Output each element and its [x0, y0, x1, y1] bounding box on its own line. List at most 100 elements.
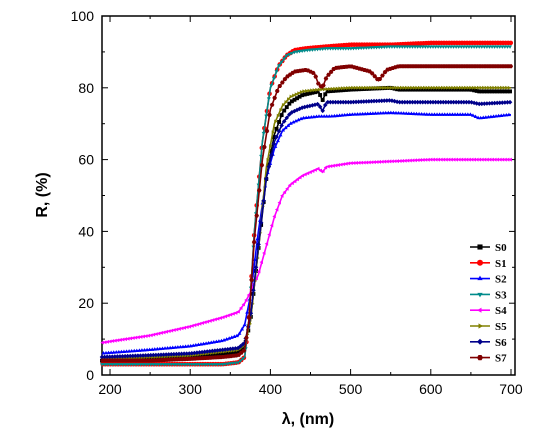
data-point — [487, 89, 492, 94]
data-point — [474, 85, 478, 90]
data-point — [313, 74, 319, 79]
y-tick-label: 100 — [71, 8, 95, 24]
data-point — [310, 103, 315, 108]
data-point — [166, 363, 171, 367]
data-point — [195, 322, 199, 327]
data-point — [415, 85, 419, 90]
data-point — [321, 168, 325, 173]
data-point — [487, 85, 491, 90]
data-point — [354, 160, 358, 165]
data-point — [187, 363, 192, 367]
data-point — [436, 157, 441, 162]
data-point — [336, 88, 341, 93]
data-point — [287, 97, 291, 102]
data-point — [321, 83, 326, 88]
data-point — [115, 363, 120, 367]
data-point — [462, 157, 466, 162]
data-point — [141, 363, 146, 367]
data-point — [112, 354, 118, 359]
data-point — [215, 352, 220, 356]
data-point — [480, 157, 484, 162]
data-point — [136, 335, 140, 340]
data-point — [364, 99, 369, 104]
data-point — [284, 54, 289, 58]
data-point — [277, 120, 282, 124]
data-point — [474, 88, 479, 93]
data-point — [335, 99, 341, 105]
data-point — [410, 158, 415, 163]
data-point — [326, 164, 330, 169]
data-point — [402, 99, 408, 105]
data-point — [443, 99, 449, 105]
data-point — [381, 98, 387, 103]
data-point — [425, 99, 431, 105]
data-point — [351, 47, 356, 51]
data-point — [413, 158, 417, 163]
data-point — [469, 157, 474, 162]
data-point — [336, 162, 340, 167]
data-point — [256, 242, 261, 247]
data-point — [419, 112, 424, 116]
data-point — [222, 347, 228, 352]
data-point — [506, 112, 511, 117]
data-point — [159, 330, 163, 335]
data-point — [502, 100, 508, 105]
data-point — [433, 99, 438, 105]
data-point — [161, 363, 166, 367]
data-point — [156, 331, 161, 336]
data-point — [385, 159, 389, 164]
data-point — [299, 90, 304, 95]
data-point — [145, 353, 151, 358]
data-point — [469, 45, 474, 49]
data-point — [245, 310, 250, 314]
data-point — [489, 85, 494, 90]
legend-marker — [478, 323, 483, 329]
data-point — [495, 89, 500, 94]
data-point — [277, 64, 282, 68]
series-S4 — [100, 157, 512, 345]
data-point — [369, 46, 374, 50]
data-point — [368, 111, 373, 115]
data-point — [405, 99, 410, 105]
data-point — [315, 166, 320, 171]
data-point — [505, 89, 510, 94]
data-point — [364, 160, 369, 165]
data-point — [363, 111, 368, 116]
data-point — [376, 111, 381, 115]
data-point — [295, 50, 300, 54]
data-point — [317, 87, 322, 92]
data-point — [458, 112, 463, 116]
data-point — [200, 321, 204, 326]
data-point — [277, 200, 281, 205]
data-point — [497, 85, 501, 90]
data-point — [269, 144, 273, 149]
data-point — [264, 128, 270, 133]
legend-item-S0: S0 — [470, 242, 507, 254]
data-point — [461, 85, 466, 90]
data-point — [194, 363, 199, 367]
data-point — [233, 346, 238, 351]
data-point — [374, 98, 379, 104]
data-point — [290, 181, 294, 186]
data-point — [401, 111, 406, 115]
data-point — [159, 363, 164, 367]
data-point — [366, 46, 371, 50]
data-point — [238, 359, 243, 363]
data-point — [441, 157, 446, 162]
data-point — [343, 99, 349, 105]
data-point — [461, 87, 466, 92]
data-point — [156, 363, 161, 367]
data-point — [459, 157, 464, 162]
data-point — [218, 315, 222, 320]
data-point — [388, 110, 393, 115]
data-point — [246, 293, 251, 298]
data-point — [420, 87, 425, 92]
data-point — [365, 111, 370, 116]
data-point — [471, 85, 476, 90]
legend-item-S1: S1 — [470, 258, 507, 270]
legend-label: S0 — [495, 242, 507, 254]
data-point — [470, 113, 475, 117]
data-point — [305, 171, 310, 176]
data-point — [236, 349, 240, 354]
data-point — [294, 107, 300, 113]
